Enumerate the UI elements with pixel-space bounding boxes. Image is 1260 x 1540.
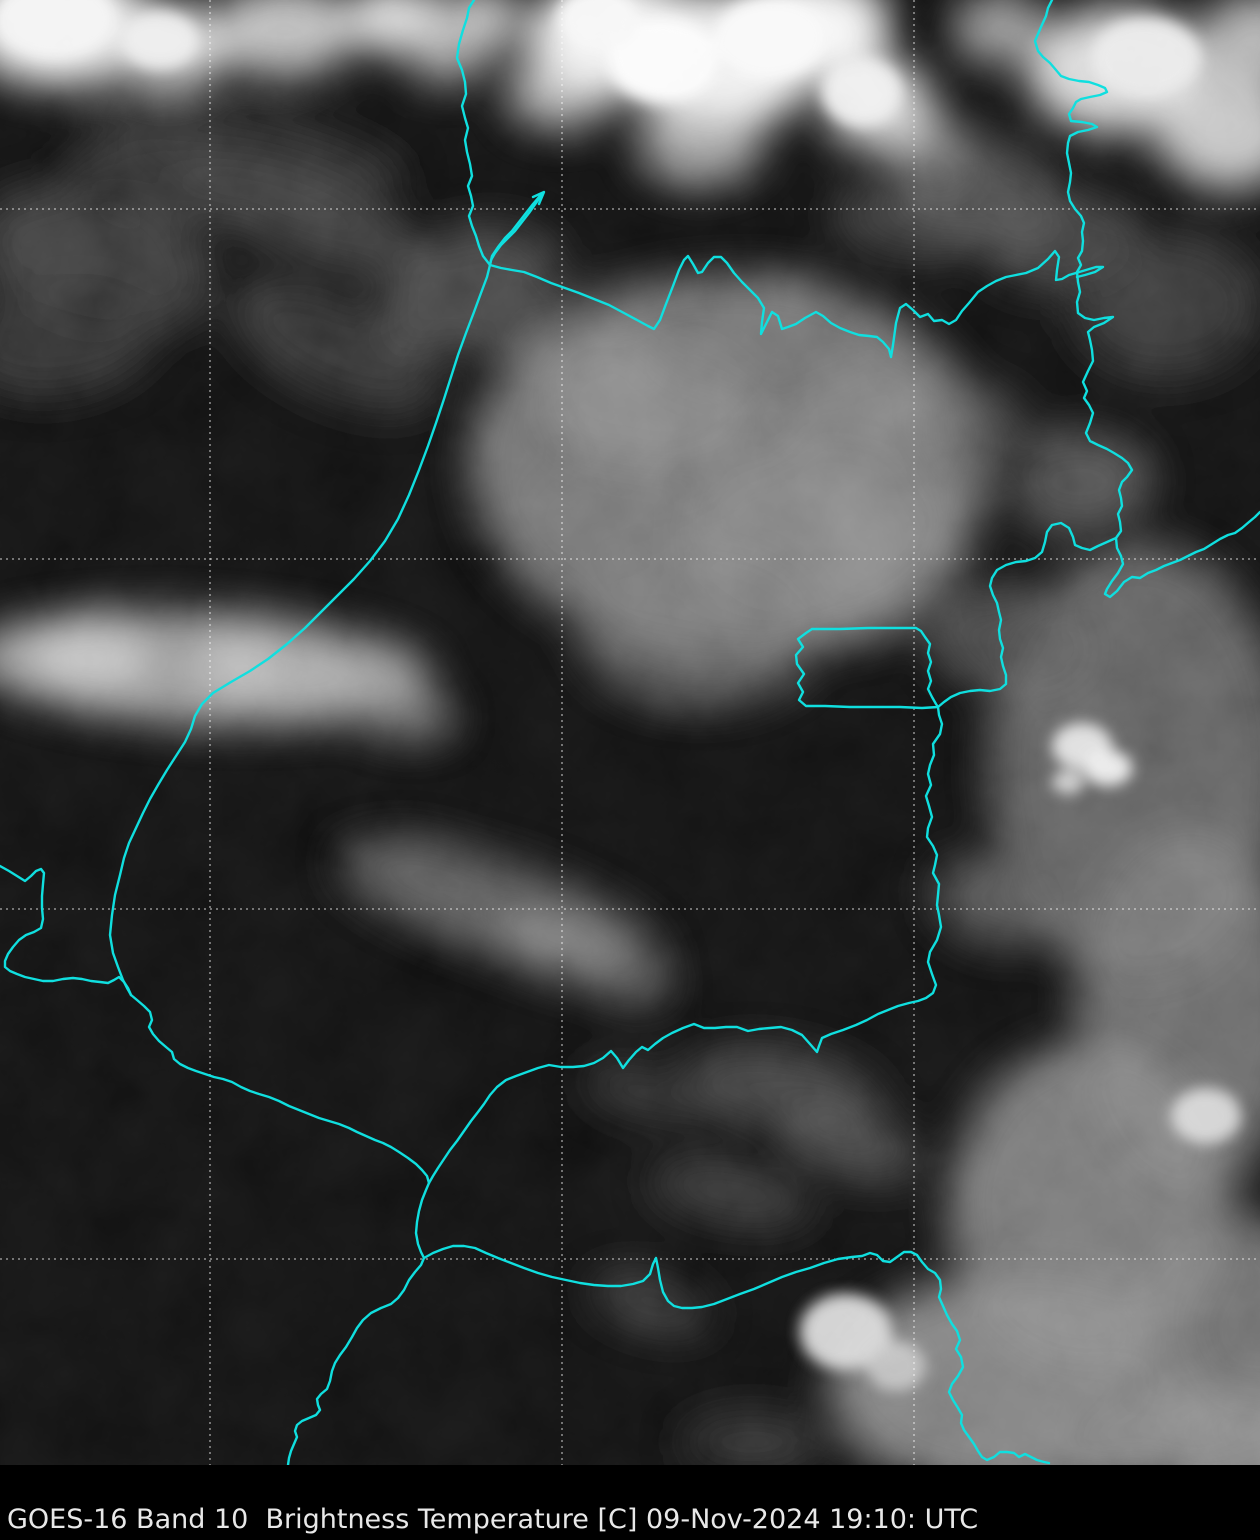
geo-boundaries: [0, 0, 1260, 1465]
boundary-state-rectangle: [794, 626, 940, 710]
satellite-image-area: [0, 0, 1260, 1465]
boundary-southwest-diagonal: [129, 993, 431, 1185]
boundary-meander-branch: [936, 521, 1118, 709]
boundary-south-tail-west: [286, 1256, 426, 1465]
boundary-north-zigzag: [488, 249, 1078, 359]
boundary-left-hook: [0, 864, 133, 997]
boundary-spike-barb: [531, 190, 546, 206]
boundary-west-river-north: [455, 0, 492, 267]
caption-text: GOES-16 Band 10 Brightness Temperature […: [7, 1504, 979, 1536]
caption-bar: GOES-16 Band 10 Brightness Temperature […: [0, 1465, 1260, 1540]
latlon-gridlines: [0, 0, 1260, 1465]
boundary-southeast-main: [414, 705, 944, 1260]
boundary-east-main: [1033, 0, 1260, 599]
boundary-spike-b: [488, 191, 545, 267]
boundary-south-wiggly-east: [422, 1244, 1051, 1465]
satellite-image: [0, 0, 1260, 1465]
boundary-west-river-south: [108, 263, 492, 997]
boundary-north-zigzag-protrusion: [1074, 265, 1105, 279]
